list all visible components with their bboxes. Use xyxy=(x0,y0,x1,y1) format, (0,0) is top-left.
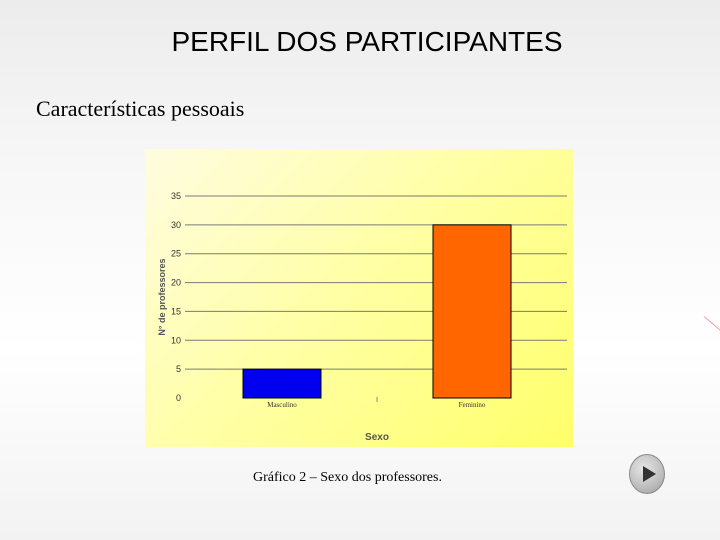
play-icon xyxy=(643,466,656,482)
caption-text: Sexo dos professores. xyxy=(316,470,442,485)
y-tick-label: 15 xyxy=(171,306,181,316)
y-tick-label: 0 xyxy=(176,393,181,403)
y-tick-label: 10 xyxy=(171,335,181,345)
decorative-line xyxy=(703,316,720,334)
y-axis-title: N° de professores xyxy=(157,258,167,335)
y-tick-label: 20 xyxy=(171,278,181,288)
x-axis-title: Sexo xyxy=(365,432,389,443)
y-tick-label: 5 xyxy=(176,364,181,374)
x-category-label: Feminino xyxy=(459,401,486,409)
y-tick-label: 35 xyxy=(171,191,181,201)
bar-feminino xyxy=(432,224,512,399)
next-slide-button[interactable] xyxy=(629,454,665,494)
y-tick-label: 25 xyxy=(171,249,181,259)
bar-chart-svg: 0 5 10 15 20 25 30 35 Masculino Feminino Sexo N° de… xyxy=(157,191,567,443)
caption-prefix: Gráfico 2 – xyxy=(253,470,317,485)
bar-masculino xyxy=(242,368,322,399)
slide-title: PERFIL DOS PARTICIPANTES xyxy=(171,26,563,57)
y-tick-label: 30 xyxy=(171,220,181,230)
chart-caption: Gráfico 2 – Sexo dos professores. xyxy=(0,470,695,486)
slide-subtitle: Características pessoais xyxy=(36,96,245,121)
bar-chart: 0 5 10 15 20 25 30 35 Masculino Feminino Sexo N° de… xyxy=(145,149,573,447)
x-category-label: Masculino xyxy=(267,401,297,409)
